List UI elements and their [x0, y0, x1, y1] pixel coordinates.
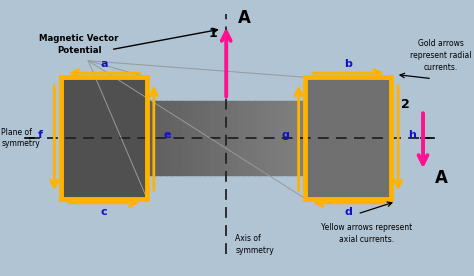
Bar	[171, 101, 178, 175]
Bar	[276, 101, 282, 175]
Bar	[314, 101, 321, 175]
Bar	[270, 101, 277, 175]
Bar	[204, 101, 210, 175]
Bar	[221, 101, 227, 175]
Text: d: d	[345, 207, 352, 217]
Text: h: h	[408, 130, 416, 140]
Bar	[215, 101, 222, 175]
Bar	[305, 77, 392, 199]
Bar	[386, 101, 392, 175]
Bar	[127, 101, 134, 175]
Bar	[298, 101, 304, 175]
Text: Yellow arrows represent
axial currents.: Yellow arrows represent axial currents.	[321, 223, 412, 244]
Bar	[66, 101, 73, 175]
Bar	[337, 101, 343, 175]
Text: g: g	[281, 130, 289, 140]
Bar	[100, 101, 106, 175]
Text: 2: 2	[401, 98, 410, 112]
Bar	[254, 101, 260, 175]
Bar	[305, 77, 392, 199]
Bar	[309, 101, 315, 175]
Text: Plane of
symmetry: Plane of symmetry	[1, 128, 40, 148]
Bar	[182, 101, 189, 175]
Text: f: f	[38, 130, 43, 140]
Bar	[166, 101, 172, 175]
Bar	[78, 101, 84, 175]
Bar	[287, 101, 293, 175]
Bar	[72, 101, 79, 175]
Text: e: e	[164, 130, 171, 140]
Bar	[133, 101, 139, 175]
Bar	[358, 101, 365, 175]
Text: 1: 1	[208, 26, 217, 40]
Bar	[210, 101, 216, 175]
Text: c: c	[101, 207, 108, 217]
Bar	[199, 101, 205, 175]
Bar	[83, 101, 90, 175]
Text: Axis of
symmetry: Axis of symmetry	[235, 234, 274, 255]
Bar	[248, 101, 255, 175]
Bar	[61, 101, 67, 175]
Bar	[265, 101, 271, 175]
Bar	[232, 101, 238, 175]
Bar	[320, 101, 326, 175]
Bar	[61, 77, 147, 199]
Text: A: A	[238, 9, 251, 27]
Text: Gold arrows
represent radial
currents.: Gold arrows represent radial currents.	[410, 39, 472, 71]
Bar	[369, 101, 376, 175]
Bar	[177, 101, 183, 175]
Text: a: a	[100, 59, 108, 69]
Bar	[193, 101, 200, 175]
Bar	[138, 101, 145, 175]
Bar	[61, 77, 147, 199]
Bar	[375, 101, 381, 175]
Bar	[347, 101, 354, 175]
Bar	[353, 101, 359, 175]
Bar	[342, 101, 348, 175]
Bar	[259, 101, 265, 175]
Bar	[122, 101, 128, 175]
Bar	[243, 101, 249, 175]
Bar	[331, 101, 337, 175]
Bar	[380, 101, 387, 175]
Bar	[155, 101, 161, 175]
Bar	[105, 101, 111, 175]
Bar	[292, 101, 299, 175]
Bar	[110, 101, 117, 175]
Bar	[89, 101, 95, 175]
Bar	[188, 101, 194, 175]
Bar	[144, 101, 150, 175]
Bar	[303, 101, 310, 175]
Text: A: A	[435, 169, 447, 187]
Bar	[149, 101, 155, 175]
Bar	[116, 101, 123, 175]
Bar	[94, 101, 100, 175]
Bar	[160, 101, 166, 175]
Text: b: b	[345, 59, 352, 69]
Bar	[237, 101, 244, 175]
Bar	[226, 101, 233, 175]
Bar	[364, 101, 370, 175]
Bar	[281, 101, 288, 175]
Bar	[325, 101, 332, 175]
Text: Magnetic Vector
Potential: Magnetic Vector Potential	[39, 34, 119, 55]
